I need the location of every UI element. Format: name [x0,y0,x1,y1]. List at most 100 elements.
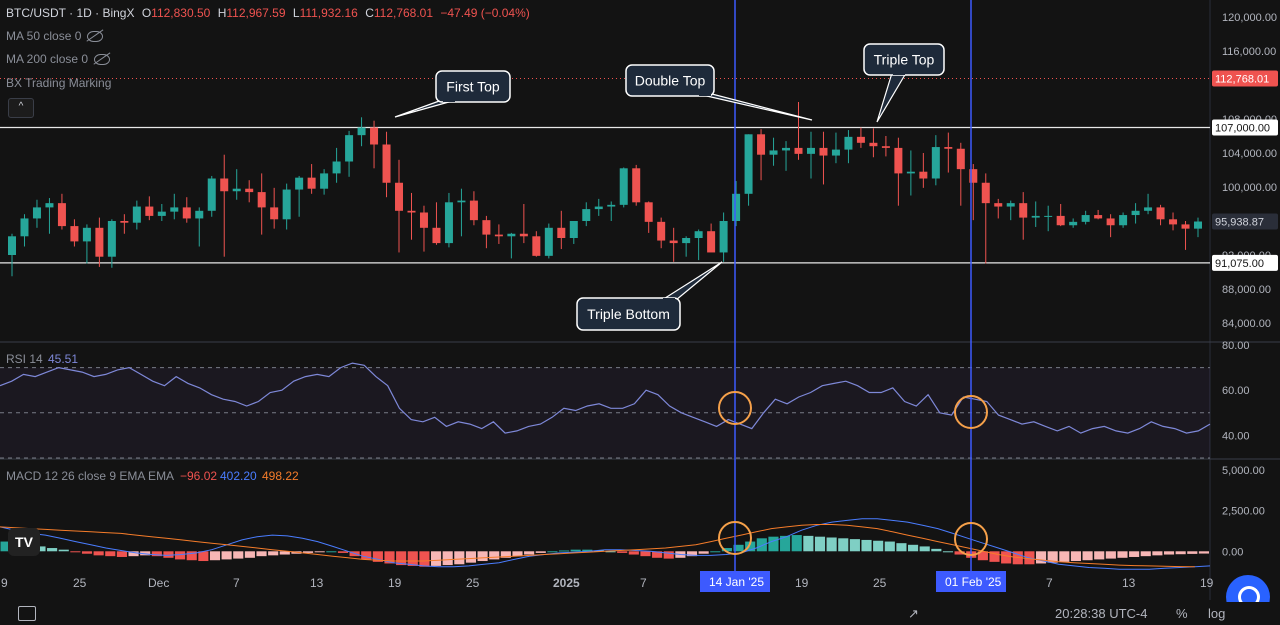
bx-legend[interactable]: BX Trading Marking [6,76,111,90]
macd-histogram-bar [1082,551,1093,561]
candle-body [969,169,978,183]
candle-body [582,209,591,221]
macd-histogram-bar [896,543,907,552]
eye-off-icon[interactable] [87,31,104,43]
time-axis-tick: 7 [640,576,647,590]
percent-toggle[interactable]: % [1176,606,1188,621]
triple-bottom-callout-label[interactable]: Triple Bottom [587,306,670,322]
time-axis-tick: 7 [1046,576,1053,590]
macd-histogram-bar [814,536,826,552]
symbol-title[interactable]: BTC/USDT · 1D · BingX [6,6,135,20]
macd-histogram-bar [1175,551,1186,555]
double-top-callout-label[interactable]: Double Top [635,73,706,89]
chevron-up-icon[interactable]: ^ [8,98,34,118]
candle-body [57,203,66,227]
macd-histogram-bar [942,551,954,553]
macd-histogram-bar [884,541,895,552]
candle-body [707,231,716,253]
macd-histogram-bar [1094,551,1105,560]
first-top-callout-label[interactable]: First Top [446,79,500,95]
price-axis-tick: 84,000.00 [1222,318,1271,330]
macd-line [0,518,1211,570]
high-label: H [217,6,227,20]
triple-top-callout-label[interactable]: Triple Top [874,52,935,68]
price-axis-tick: 116,000.00 [1222,46,1276,58]
candle-body [245,188,254,193]
candle-body [1019,203,1028,218]
macd-histogram-bar [849,539,860,552]
time-axis-tick: 19 [1200,576,1214,590]
open-label: O [141,6,152,20]
macd-histogram-bar [721,548,732,552]
macd-histogram-bar [419,551,430,567]
candle-body [370,127,379,145]
macd-histogram-bar [977,551,988,561]
macd-histogram-bar [826,537,837,552]
candle-body [1131,210,1140,216]
low-value: 111,932.16 [299,6,358,20]
log-toggle[interactable]: log [1208,606,1226,621]
macd-histogram-bar [221,551,232,560]
candle-body [1144,207,1153,211]
candle-body [831,149,840,156]
macd-histogram-bar [35,546,46,552]
candle-body [20,218,29,237]
drawing-mode-icon[interactable]: ↗ [908,606,919,621]
candle-body [170,207,179,212]
macd-histogram-bar [407,551,418,566]
candle-body [757,134,766,155]
candle-body [232,188,241,192]
macd-histogram-bar [128,551,139,557]
macd-histogram-bar [454,551,465,565]
time-axis-tick: 19 [388,576,402,590]
candle-body [819,147,828,156]
macd-histogram-bar [186,551,197,561]
resistance-price-tag-bg [1212,119,1278,136]
macd-histogram-bar [838,538,849,552]
support-price-tag: 91,075.00 [1215,258,1264,270]
candle-body [145,206,154,216]
macd-axis-tick: 5,000.00 [1222,465,1265,477]
candle-body [270,207,279,220]
macd-histogram-bar [1105,551,1116,559]
candle-body [482,220,491,235]
candle-body [207,178,216,211]
candle-body [981,182,990,204]
macd-histogram-bar [919,546,930,552]
candle-body [32,207,41,219]
candle-body [432,227,441,244]
candle-body [82,227,91,242]
tv-logo-icon[interactable]: TV [8,528,40,556]
macd-histogram-bar [861,539,872,552]
candle-body [395,182,404,211]
candle-body [444,202,453,244]
ma50-legend[interactable]: MA 50 close 0 [6,29,104,43]
candle-body [607,204,616,207]
clock-time[interactable]: 20:28:38 UTC-4 [1055,606,1148,621]
date-highlight-bg [936,571,1006,592]
ma200-label: MA 200 close 0 [6,52,89,66]
calendar-icon[interactable] [18,606,36,621]
candle-body [132,206,141,223]
candle-body [357,127,366,136]
candle-body [1156,207,1165,220]
ma200-legend[interactable]: MA 200 close 0 [6,52,111,66]
macd-histogram-bar [361,551,372,560]
time-axis-tick: 25 [73,576,87,590]
time-axis-tick: 13 [1122,576,1136,590]
time-axis-tick: 2025 [553,576,580,590]
candle-body [182,207,191,219]
candle-body [569,221,578,238]
candle-body [345,135,354,162]
candle-body [994,203,1003,207]
eye-off-icon[interactable] [94,54,111,66]
candle-body [732,193,741,221]
candle-body [1069,221,1078,226]
candle-body [257,192,266,208]
candle-body [657,221,666,241]
macd-histogram-bar [81,551,93,554]
macd-histogram-bar [140,551,151,556]
candle-body [8,236,16,255]
candle-body [594,206,603,210]
